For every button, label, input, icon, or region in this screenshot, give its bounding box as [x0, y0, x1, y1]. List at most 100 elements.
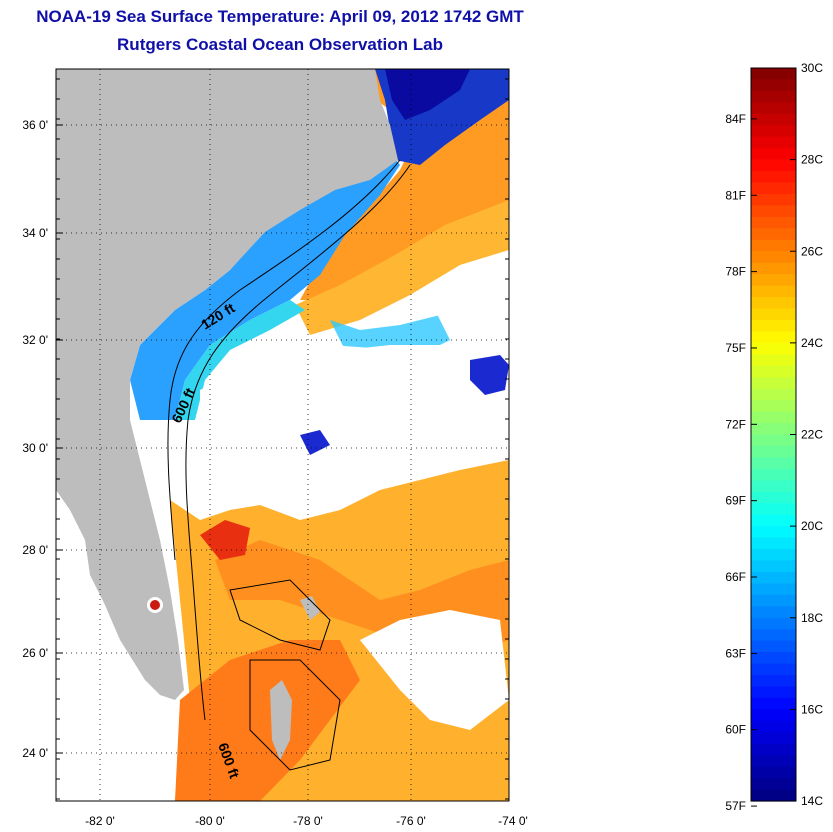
bahamas-bank-contour	[229, 579, 341, 771]
latitude-labels: 36 0' 34 0' 32 0' 30 0' 28 0' 26 0' 24 0'	[22, 118, 48, 760]
fahrenheit-label: 57F	[725, 799, 746, 813]
colorbar-band	[751, 319, 796, 333]
colorbar-band	[751, 90, 796, 103]
colorbar-band	[751, 388, 796, 401]
celsius-label: 24C	[801, 336, 823, 350]
colorbar-band	[751, 239, 796, 252]
colorbar-band	[751, 365, 796, 378]
shelf-cold-water	[130, 140, 400, 420]
colorbar-band	[751, 571, 796, 584]
map-frame	[55, 68, 510, 802]
colorbar-band	[751, 617, 796, 630]
sst-field	[56, 69, 509, 801]
colorbar-band	[751, 560, 796, 573]
cloud-cover-east	[430, 270, 509, 360]
fahrenheit-label: 69F	[725, 494, 746, 508]
colorbar-band	[751, 411, 796, 424]
colorbar-band	[751, 480, 796, 493]
colorbar-band	[751, 514, 796, 527]
cold-fragment-east	[470, 355, 509, 395]
colorbar-bands	[751, 68, 796, 802]
colorbar-band	[751, 205, 796, 218]
colorbar-celsius-labels: 30C 28C 26C 24C 22C 20C 18C 16C 14C	[801, 61, 823, 808]
depth-contour-600ft	[185, 164, 411, 721]
map-title: NOAA-19 Sea Surface Temperature: April 0…	[36, 7, 524, 26]
colorbar-band	[751, 331, 796, 344]
cloud-cover-south	[360, 610, 509, 730]
colorbar-band	[751, 274, 796, 287]
fahrenheit-label: 63F	[725, 646, 746, 660]
lon-tick-label: -80 0'	[195, 814, 225, 828]
map-subtitle: Rutgers Coastal Ocean Observation Lab	[117, 35, 443, 54]
colorbar-band	[751, 342, 796, 355]
colorbar-band	[751, 652, 796, 665]
colorbar-band	[751, 606, 796, 619]
colorbar-band	[751, 755, 796, 768]
bahamas-island-large	[270, 680, 292, 760]
celsius-label: 14C	[801, 794, 823, 808]
fahrenheit-label: 81F	[725, 188, 746, 202]
colorbar-band	[751, 537, 796, 550]
north-cold-core	[385, 69, 470, 120]
colorbar-band	[751, 216, 796, 229]
longitude-labels: -82 0' -80 0' -78 0' -76 0' -74 0'	[85, 814, 528, 828]
colorbar-band	[751, 297, 796, 310]
celsius-label: 18C	[801, 611, 823, 625]
colorbar-band	[751, 193, 796, 207]
fahrenheit-label: 60F	[725, 723, 746, 737]
colorbar-band	[751, 423, 796, 436]
celsius-label: 20C	[801, 519, 823, 533]
lon-tick-label: -82 0'	[85, 814, 115, 828]
cloud-cover-central	[200, 345, 460, 480]
colorbar-band	[751, 251, 796, 264]
colorbar-band	[751, 503, 796, 516]
fahrenheit-label: 66F	[725, 570, 746, 584]
depth-contour-120ft	[167, 159, 401, 561]
lake-warm-spot	[150, 600, 160, 610]
colorbar-band	[751, 778, 796, 791]
straits-warm-water	[175, 640, 360, 801]
fahrenheit-label: 75F	[725, 341, 746, 355]
lat-tick-label: 26 0'	[22, 646, 48, 660]
cold-fragment-central	[300, 430, 330, 455]
colorbar-band	[751, 549, 796, 562]
lon-tick-label: -74 0'	[498, 814, 528, 828]
lat-tick-label: 36 0'	[22, 118, 48, 132]
colorbar-band	[751, 491, 796, 504]
fahrenheit-label: 78F	[725, 265, 746, 279]
colorbar-band	[751, 171, 796, 184]
colorbar-band	[751, 743, 796, 756]
lat-tick-label: 28 0'	[22, 543, 48, 557]
colorbar-band	[751, 468, 796, 481]
colorbar-band	[751, 68, 796, 81]
celsius-label: 22C	[801, 428, 823, 442]
colorbar-band	[751, 79, 796, 92]
colorbar-band	[751, 148, 796, 161]
cloud-edge-patches	[330, 315, 470, 350]
colorbar-ticks	[751, 67, 796, 807]
colorbar-band	[751, 434, 796, 447]
lon-tick-label: -76 0'	[396, 814, 426, 828]
celsius-label: 28C	[801, 153, 823, 167]
colorbar-band	[751, 526, 796, 539]
lat-tick-label: 34 0'	[22, 226, 48, 240]
celsius-label: 30C	[801, 61, 823, 75]
colorbar-band	[751, 675, 796, 688]
us-southeast-land	[56, 69, 398, 700]
colorbar-band	[751, 457, 796, 470]
colorbar-band	[751, 697, 796, 710]
colorbar-band	[751, 285, 796, 298]
colorbar-band	[751, 789, 796, 802]
colorbar-band	[751, 663, 796, 676]
colorbar-band	[751, 583, 796, 596]
colorbar-band	[751, 228, 796, 241]
lat-tick-label: 30 0'	[22, 441, 48, 455]
colorbar-band	[751, 102, 796, 115]
colorbar-band	[751, 732, 796, 745]
celsius-label: 26C	[801, 244, 823, 258]
colorbar-band	[751, 766, 796, 779]
nearshore-cyan-water	[175, 300, 305, 420]
colorbar-band	[751, 182, 796, 195]
colorbar-band	[751, 377, 796, 390]
